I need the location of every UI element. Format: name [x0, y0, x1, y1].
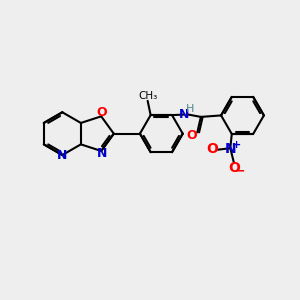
Text: N: N [179, 108, 190, 121]
Text: CH₃: CH₃ [138, 91, 157, 100]
Text: −: − [235, 164, 246, 177]
Text: N: N [225, 142, 237, 156]
Text: O: O [206, 142, 218, 156]
Text: O: O [228, 161, 240, 175]
Text: O: O [97, 106, 107, 119]
Text: H: H [185, 104, 194, 115]
Text: N: N [56, 148, 67, 162]
Text: N: N [97, 147, 107, 161]
Text: +: + [232, 140, 242, 150]
Text: O: O [187, 129, 197, 142]
